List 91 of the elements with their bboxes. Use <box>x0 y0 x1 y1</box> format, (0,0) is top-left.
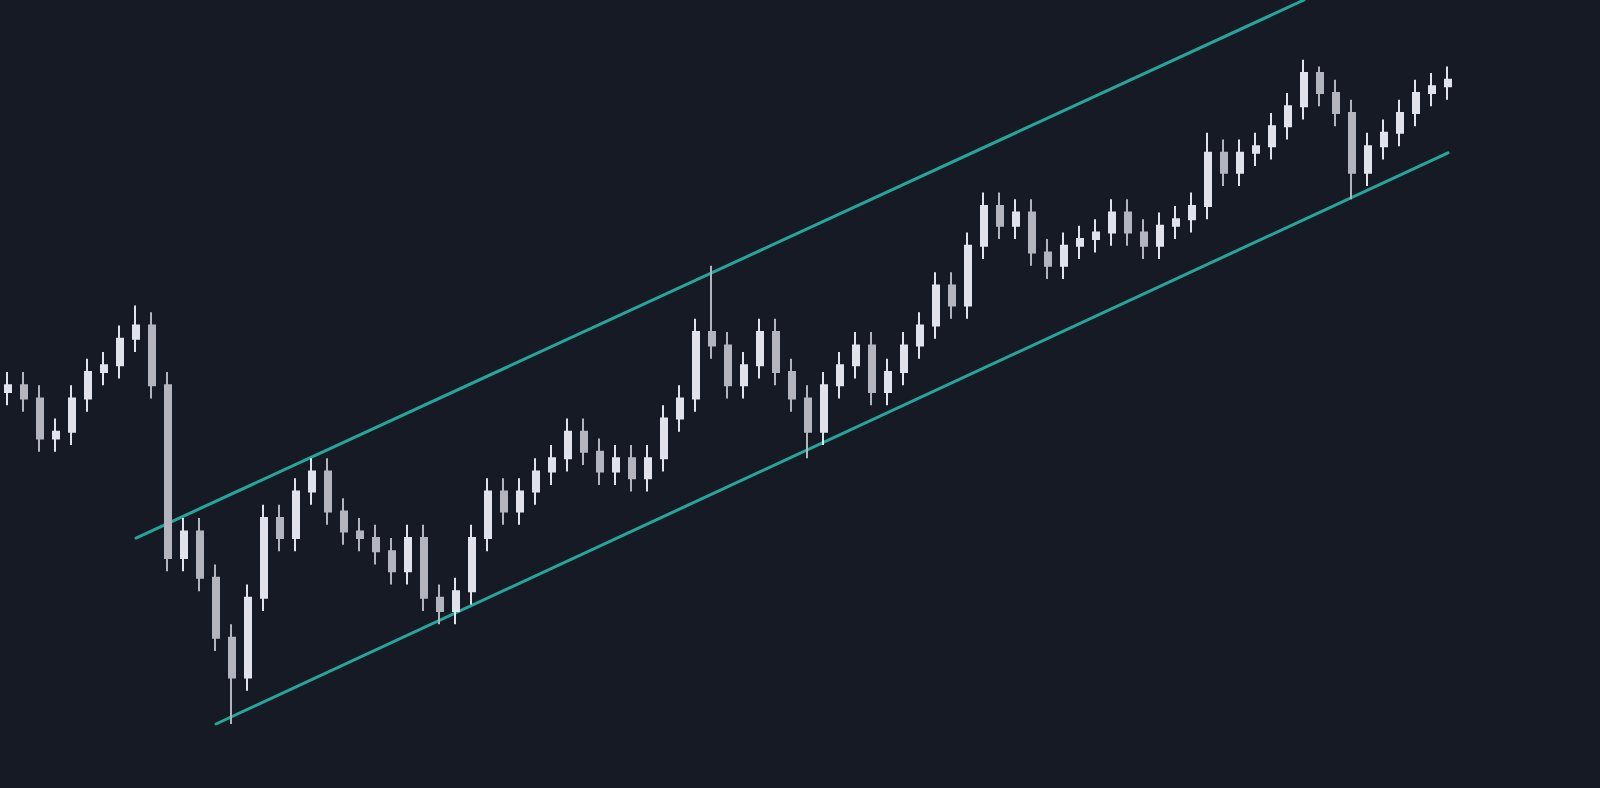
candlestick <box>84 357 92 413</box>
candlestick <box>356 517 364 553</box>
candlestick <box>276 503 284 553</box>
candlestick <box>740 351 748 400</box>
candlestick <box>644 444 652 493</box>
candlestick <box>1428 72 1436 108</box>
candlestick <box>1012 198 1020 241</box>
candlestick <box>1380 118 1388 161</box>
candlestick <box>1188 191 1196 234</box>
candlestick <box>724 331 732 400</box>
candlestick <box>548 444 556 486</box>
candlestick <box>1348 98 1356 201</box>
candlestick <box>1412 78 1420 128</box>
candlestick <box>20 370 28 413</box>
candlestick <box>228 623 236 725</box>
candlestick <box>1156 211 1164 261</box>
candlestick <box>628 444 636 493</box>
candlestick <box>196 517 204 593</box>
candlestick <box>1332 78 1340 128</box>
candlestick <box>900 331 908 387</box>
candlestick <box>340 497 348 546</box>
candlestick <box>836 351 844 400</box>
candlestick <box>692 317 700 413</box>
candlestick <box>1172 204 1180 241</box>
candlestick <box>52 417 60 453</box>
candlestick <box>868 331 876 407</box>
candlestick <box>116 324 124 380</box>
candlestick <box>1220 138 1228 187</box>
candlestick <box>820 370 828 447</box>
candlestick <box>148 311 156 400</box>
candlestick <box>1316 65 1324 108</box>
candlestick <box>1300 58 1308 121</box>
candlestick <box>948 271 956 320</box>
candlestick <box>996 191 1004 241</box>
candlestick <box>1124 198 1132 247</box>
candlestick <box>1140 218 1148 261</box>
candlestick <box>164 370 172 573</box>
candlestick <box>68 384 76 447</box>
candlestick <box>420 523 428 613</box>
candlestick <box>132 304 140 354</box>
candlestick <box>596 437 604 486</box>
candlestick <box>1364 131 1372 187</box>
candlestick <box>1444 65 1452 101</box>
candlestick <box>452 576 460 626</box>
candlestick <box>4 370 12 407</box>
candlestick <box>436 583 444 626</box>
candlestick <box>532 457 540 506</box>
candlestick <box>580 417 588 466</box>
candlestick <box>916 311 924 360</box>
candlestick <box>756 317 764 380</box>
candlestick <box>1028 198 1036 267</box>
candlestick <box>324 457 332 526</box>
candlestick <box>1060 231 1068 280</box>
candlestick <box>1204 131 1212 221</box>
candlestick <box>244 583 252 692</box>
candlestick <box>676 384 684 433</box>
candlestick <box>1252 131 1260 168</box>
candlestick <box>404 523 412 586</box>
candlestick <box>292 477 300 553</box>
candlestick <box>1396 98 1404 148</box>
candlestick <box>180 517 188 573</box>
candlestick <box>484 477 492 553</box>
candlestick <box>788 357 796 413</box>
candlestick <box>612 444 620 486</box>
candlestick <box>1268 111 1276 161</box>
candlestick <box>212 563 220 652</box>
candlestick <box>1092 218 1100 254</box>
candlestick <box>388 537 396 586</box>
candlestick <box>1044 238 1052 280</box>
candlestick <box>564 417 572 473</box>
candlestick <box>1108 198 1116 247</box>
candlestick <box>1076 224 1084 261</box>
candlestick <box>516 477 524 526</box>
candlestick <box>100 351 108 387</box>
candlestick <box>804 384 812 460</box>
candlestick <box>1284 91 1292 141</box>
candlestick <box>660 404 668 473</box>
candlestick <box>980 191 988 261</box>
candlestick <box>932 271 940 340</box>
candlestick <box>884 357 892 407</box>
candlestick <box>964 231 972 320</box>
candlestick <box>852 331 860 380</box>
candlestick <box>36 384 44 453</box>
candlestick <box>500 477 508 526</box>
candlestick <box>372 523 380 566</box>
candlestick <box>1236 138 1244 187</box>
candlestick <box>772 317 780 387</box>
candlestick <box>708 264 716 360</box>
candlestick <box>468 523 476 606</box>
candlestick <box>260 503 268 613</box>
candlestick <box>308 457 316 506</box>
